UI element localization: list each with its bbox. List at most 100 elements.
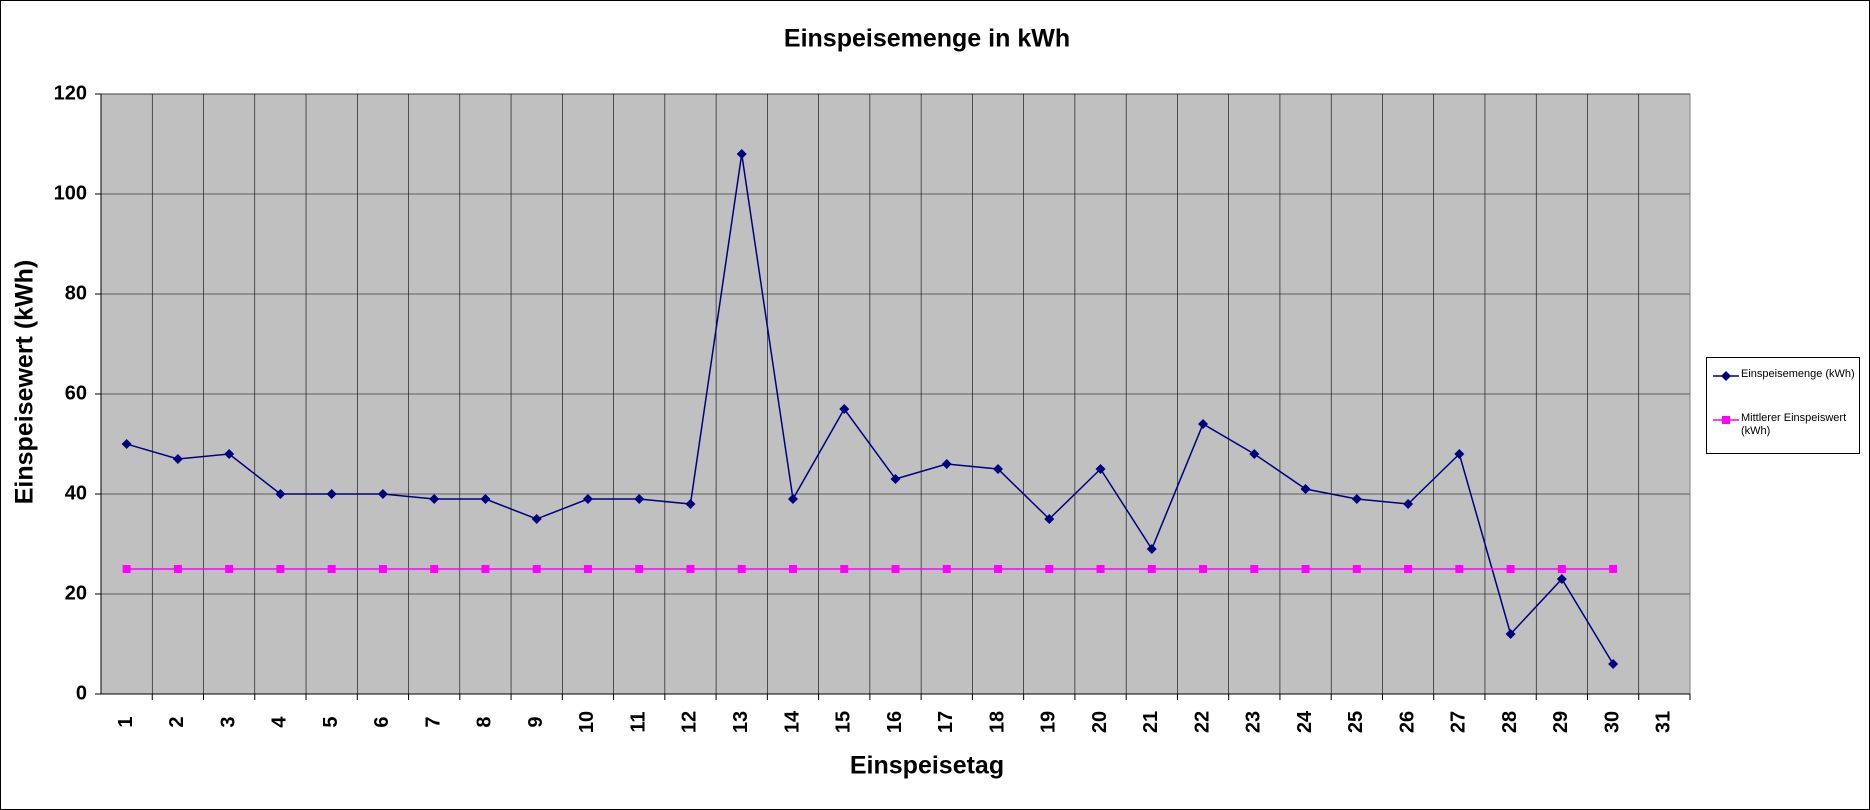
marker [583,565,592,573]
marker [172,454,183,464]
series-line [126,153,1614,665]
legend-marker [1721,371,1731,381]
y-tick-label: 40 [65,482,87,504]
y-tick-label: 120 [54,82,87,104]
x-tick-label: 9 [525,716,547,727]
marker [890,474,901,484]
marker [787,494,798,504]
marker [1608,659,1619,669]
marker [378,565,387,573]
y-tick-label: 80 [65,282,87,304]
marker [1045,565,1054,573]
marker [224,449,235,459]
legend-marker [1722,416,1730,424]
marker [1455,565,1464,573]
x-tick-label: 10 [576,711,598,733]
x-tick-label: 23 [1243,711,1265,733]
marker [685,499,696,509]
marker [1198,419,1209,429]
marker [736,149,747,159]
marker [1199,565,1208,573]
marker [531,514,542,524]
x-tick-label: 29 [1550,711,1572,733]
x-tick-label: 28 [1499,711,1521,733]
marker [480,494,491,504]
marker [994,565,1003,573]
marker [275,489,286,499]
marker [1096,565,1105,573]
y-tick-label: 100 [54,182,87,204]
x-tick-label: 12 [679,711,701,733]
marker [122,565,131,573]
legend: Einspeisemenge (kWh) Mittlerer Einspeiswe… [1706,357,1860,454]
y-tick-label: 0 [76,682,87,704]
marker [1609,565,1618,573]
legend-label: Mittlerer Einspeiswert (kWh) [1741,412,1847,437]
legend-swatch [1713,416,1739,424]
marker [1146,544,1157,554]
marker [1249,449,1260,459]
marker [326,489,337,499]
x-tick-label: 4 [269,716,291,728]
marker [1352,565,1361,573]
marker [429,494,440,504]
x-tick-label: 2 [166,716,188,727]
marker [430,565,439,573]
x-tick-label: 27 [1448,711,1470,733]
x-tick-label: 20 [1089,711,1111,733]
marker [891,565,900,573]
marker [634,494,645,504]
marker [1404,565,1413,573]
marker [686,565,695,573]
marker [1300,484,1311,494]
x-tick-label: 15 [833,711,855,733]
x-tick-label: 8 [474,716,496,727]
marker [993,464,1004,474]
x-tick-label: 19 [1038,711,1060,733]
x-tick-label: 18 [986,711,1008,733]
x-tick-label: 16 [884,711,906,733]
legend-swatch [1713,371,1739,381]
marker [737,565,746,573]
y-axis-title: Einspeisewert (kWh) [11,260,39,505]
marker [121,439,132,449]
x-tick-label: 22 [1191,711,1213,733]
marker [377,489,388,499]
x-tick-label: 1 [115,716,137,727]
marker [1147,565,1156,573]
marker [225,565,234,573]
x-tick-label: 31 [1653,711,1675,733]
x-tick-label: 13 [730,711,752,733]
chart-title: Einspeisemenge in kWh [784,25,1070,53]
marker [840,565,849,573]
marker [1403,499,1414,509]
x-tick-label: 30 [1601,711,1623,733]
x-tick-label: 3 [217,716,239,727]
marker [532,565,541,573]
marker [481,565,490,573]
marker [941,459,952,469]
marker [1556,574,1567,584]
marker [1351,494,1362,504]
marker [1506,565,1515,573]
marker [1557,565,1566,573]
marker [327,565,336,573]
marker [1095,464,1106,474]
marker [1250,565,1259,573]
x-tick-label: 25 [1345,711,1367,733]
x-axis-title: Einspeisetag [850,752,1004,780]
y-tick-label: 60 [65,382,87,404]
x-tick-label: 21 [1140,711,1162,733]
marker [1301,565,1310,573]
marker [1454,449,1465,459]
legend-label: Einspeisemenge (kWh) [1741,368,1855,380]
x-tick-label: 14 [781,710,803,733]
marker [582,494,593,504]
marker [173,565,182,573]
marker [788,565,797,573]
x-tick-label: 11 [627,711,649,732]
x-tick-label: 5 [320,716,342,727]
marker [839,404,850,414]
